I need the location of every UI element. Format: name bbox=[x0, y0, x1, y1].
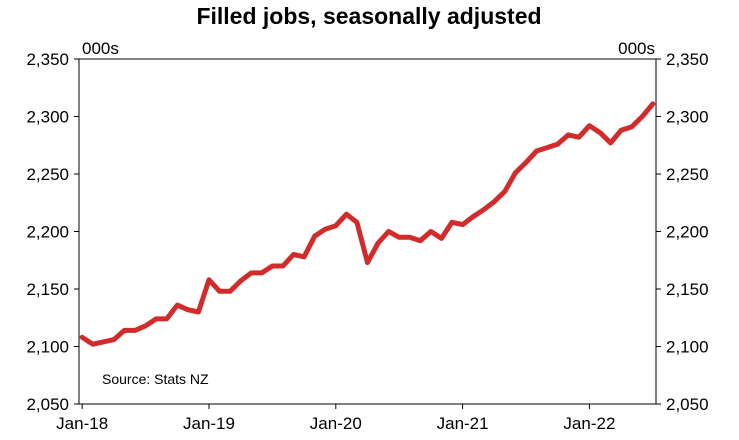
right-y-tick-label: 2,300 bbox=[666, 108, 709, 127]
left-y-tick-label: 2,150 bbox=[26, 280, 69, 299]
x-tick-label: Jan-20 bbox=[310, 414, 362, 433]
left-y-tick-label: 2,300 bbox=[26, 108, 69, 127]
left-y-tick-label: 2,200 bbox=[26, 223, 69, 242]
chart-title: Filled jobs, seasonally adjusted bbox=[196, 3, 541, 29]
left-y-tick-label: 2,250 bbox=[26, 165, 69, 184]
left-y-axis: 2,050 2,100 2,150 2,200 2,250 2,300 2,350 bbox=[26, 50, 79, 414]
right-y-tick-label: 2,100 bbox=[666, 338, 709, 357]
source-note: Source: Stats NZ bbox=[102, 371, 209, 387]
filled-jobs-line bbox=[79, 101, 656, 347]
x-tick-label: Jan-21 bbox=[437, 414, 489, 433]
x-tick-label: Jan-18 bbox=[56, 414, 108, 433]
x-tick-label: Jan-22 bbox=[563, 414, 615, 433]
right-y-tick-label: 2,350 bbox=[666, 50, 709, 69]
right-y-tick-label: 2,250 bbox=[666, 165, 709, 184]
left-unit-label: 000s bbox=[82, 39, 119, 58]
right-y-tick-label: 2,150 bbox=[666, 280, 709, 299]
plot-area-frame bbox=[78, 58, 657, 405]
right-y-axis: 2,050 2,100 2,150 2,200 2,250 2,300 2,350 bbox=[656, 50, 709, 414]
left-y-tick-label: 2,100 bbox=[26, 338, 69, 357]
x-tick-label: Jan-19 bbox=[183, 414, 235, 433]
x-axis: Jan-18 Jan-19 Jan-20 Jan-21 Jan-22 bbox=[56, 404, 615, 433]
right-y-tick-label: 2,050 bbox=[666, 395, 709, 414]
left-y-tick-label: 2,050 bbox=[26, 395, 69, 414]
left-y-tick-label: 2,350 bbox=[26, 50, 69, 69]
right-y-tick-label: 2,200 bbox=[666, 223, 709, 242]
right-unit-label: 000s bbox=[618, 39, 655, 58]
